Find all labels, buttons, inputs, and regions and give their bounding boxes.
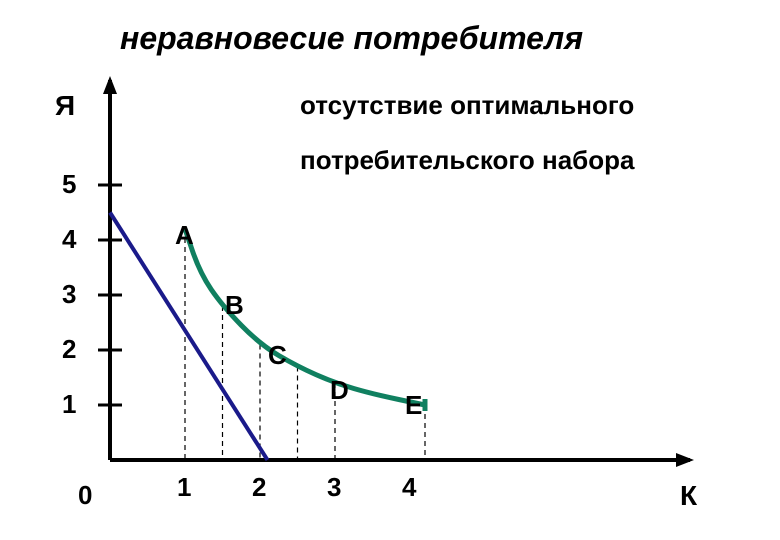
chart-svg — [0, 0, 780, 540]
x-tick-label: 2 — [252, 472, 266, 503]
x-tick-label: 3 — [327, 472, 341, 503]
y-tick-label: 4 — [62, 224, 76, 255]
point-label: D — [330, 375, 349, 406]
point-label: E — [405, 390, 422, 421]
y-tick-label: 3 — [62, 279, 76, 310]
y-tick-label: 2 — [62, 334, 76, 365]
point-label: C — [268, 340, 287, 371]
point-label: A — [175, 220, 194, 251]
y-tick-label: 5 — [62, 169, 76, 200]
y-tick-label: 1 — [62, 389, 76, 420]
point-label: B — [225, 290, 244, 321]
x-tick-label: 1 — [177, 472, 191, 503]
x-tick-label: 4 — [402, 472, 416, 503]
